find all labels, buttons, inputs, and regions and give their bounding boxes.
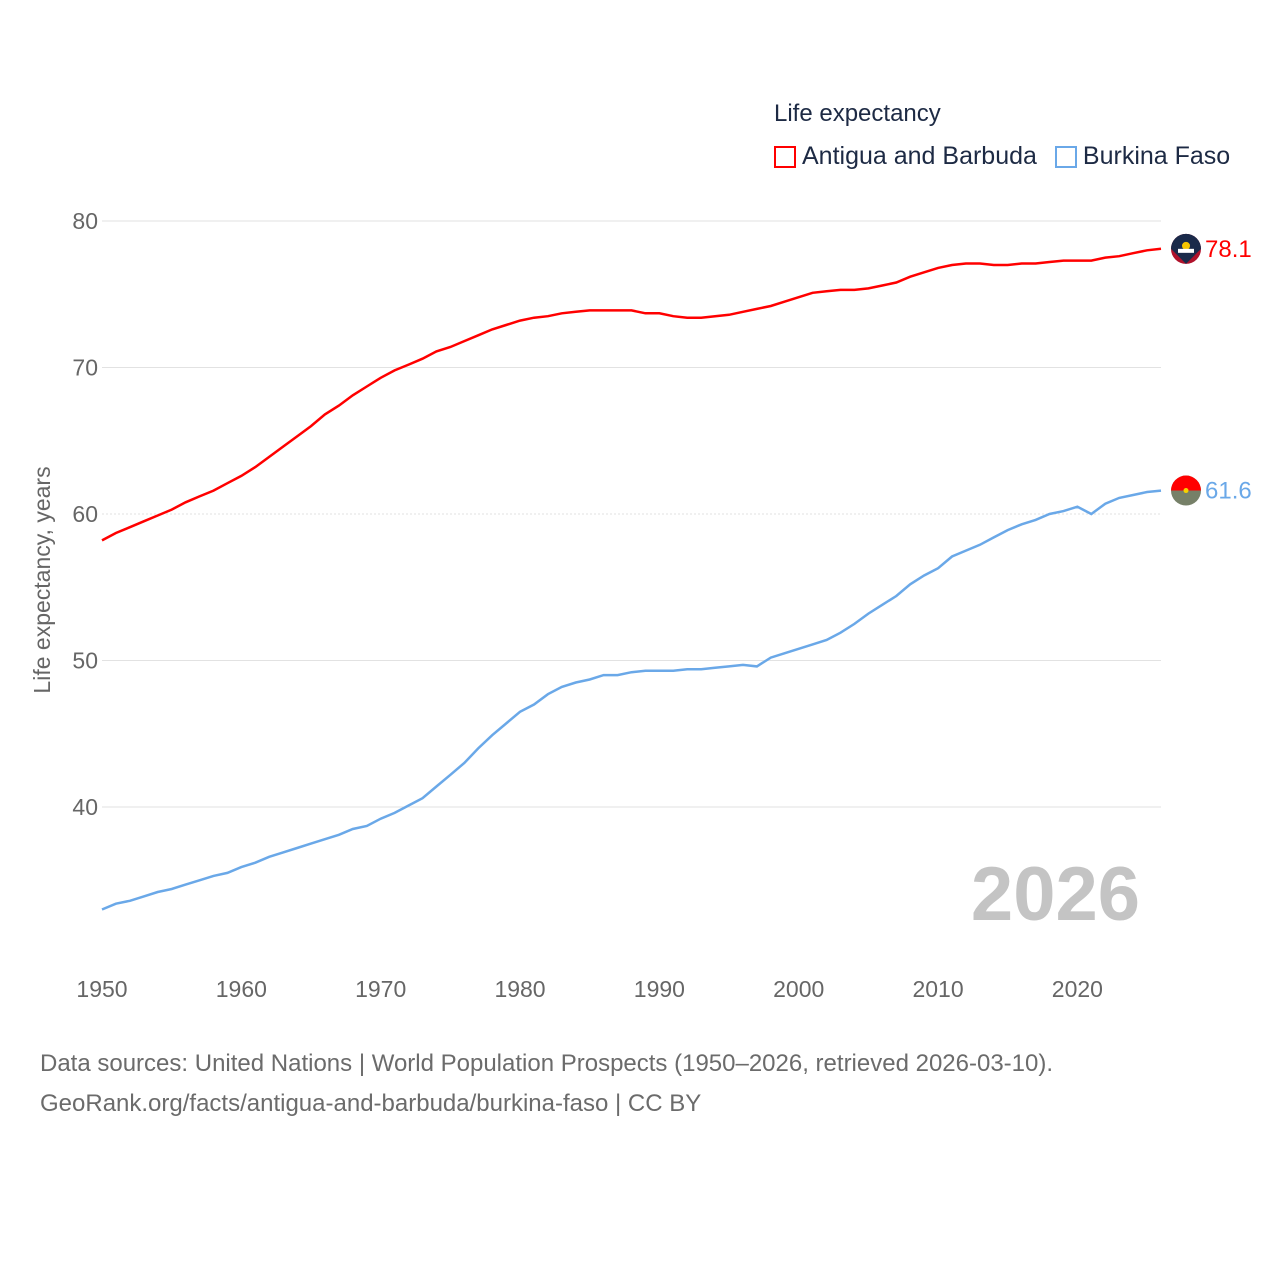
y-tick-label: 40	[72, 794, 98, 820]
legend-label: Antigua and Barbuda	[802, 142, 1037, 170]
series-line-burkina-faso	[101, 489, 1162, 911]
x-tick-label: 2000	[773, 976, 824, 1002]
burkina-faso-flag-icon	[1171, 475, 1201, 506]
series-line-antigua-and-barbuda	[101, 247, 1162, 542]
x-tick-label: 1990	[634, 976, 685, 1002]
footer: Data sources: United Nations | World Pop…	[40, 1044, 1053, 1124]
legend-swatch	[774, 145, 796, 168]
flag-star	[1183, 488, 1189, 494]
x-tick-label: 2020	[1052, 976, 1103, 1002]
y-tick-label: 60	[72, 501, 98, 527]
legend-label: Burkina Faso	[1082, 142, 1231, 170]
flag-band	[1178, 248, 1194, 253]
year-watermark: 2026	[971, 852, 1140, 937]
legend: Antigua and Barbuda Burkina Faso	[774, 142, 1248, 171]
x-tick-label: 1980	[494, 976, 545, 1002]
antigua-and-barbuda-flag-icon	[1171, 233, 1201, 264]
x-tick-label: 2010	[912, 976, 963, 1002]
data-source: Data sources: United Nations | World Pop…	[40, 1050, 1054, 1077]
legend-swatch	[1054, 145, 1077, 168]
y-tick-label: 80	[72, 208, 98, 234]
flag-sun	[1182, 241, 1190, 250]
legend-item-antigua[interactable]: Antigua and Barbuda	[774, 142, 1037, 171]
legend-title: Life expectancy	[774, 100, 941, 127]
flag-top	[1171, 475, 1201, 491]
x-tick-label: 1950	[76, 976, 127, 1002]
y-axis-label: Life expectancy, years	[29, 466, 55, 693]
x-tick-label: 1970	[355, 976, 406, 1002]
y-tick-label: 50	[72, 648, 98, 674]
source-link[interactable]: GeoRank.org/facts/antigua-and-barbuda/bu…	[40, 1090, 702, 1117]
end-value-label: 78.1	[1205, 236, 1252, 263]
end-value-label: 61.6	[1205, 478, 1252, 505]
legend-item-burkina[interactable]: Burkina Faso	[1054, 142, 1231, 171]
x-tick-label: 1960	[216, 976, 267, 1002]
y-tick-label: 70	[72, 355, 98, 381]
